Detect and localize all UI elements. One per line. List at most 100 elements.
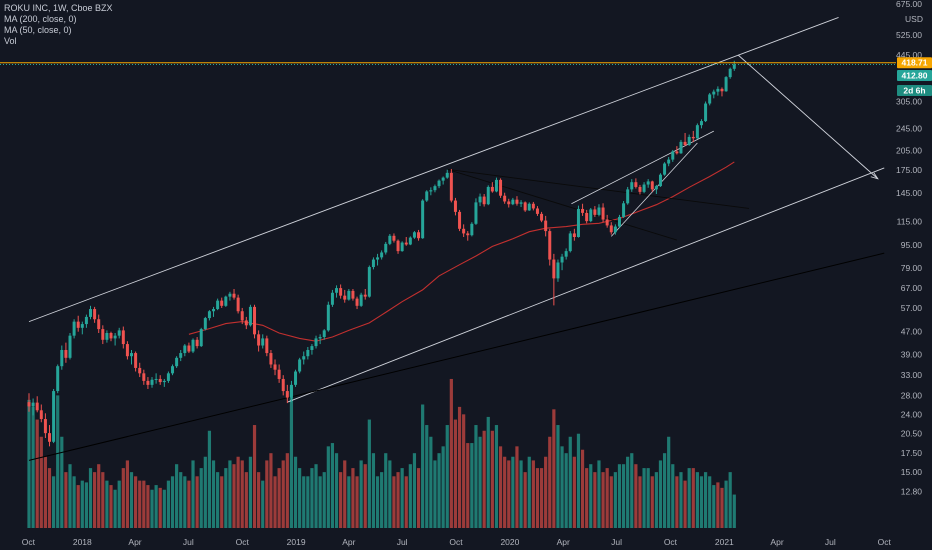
candle-body bbox=[380, 252, 384, 258]
volume-bar bbox=[634, 464, 638, 528]
candle-body bbox=[695, 125, 699, 139]
candle-body bbox=[48, 433, 52, 442]
candle bbox=[281, 375, 285, 396]
x-tick-label: Jul bbox=[397, 537, 408, 547]
x-tick-label: Oct bbox=[449, 537, 463, 547]
candle bbox=[646, 179, 650, 188]
volume-bar bbox=[343, 460, 347, 528]
candle-body bbox=[31, 402, 35, 407]
x-tick-label: Jul bbox=[825, 537, 836, 547]
legend-volume[interactable]: Vol bbox=[4, 36, 17, 46]
candle bbox=[597, 204, 601, 217]
volume-bar bbox=[162, 489, 166, 528]
candle bbox=[519, 200, 523, 208]
volume-bar bbox=[146, 485, 150, 528]
channel-upper bbox=[28, 17, 839, 323]
candle bbox=[400, 241, 404, 252]
candle bbox=[179, 349, 183, 362]
volume-bar bbox=[396, 472, 400, 528]
candle-body bbox=[466, 233, 470, 236]
candle-body bbox=[113, 335, 117, 339]
volume-bar bbox=[388, 460, 392, 528]
volume-bar bbox=[609, 476, 613, 528]
candle bbox=[146, 377, 150, 389]
candle bbox=[154, 373, 158, 384]
y-tick-label: 205.00 bbox=[896, 146, 922, 156]
x-tick-label: Apr bbox=[342, 537, 355, 547]
volume-bar bbox=[142, 480, 146, 528]
volume-bar bbox=[490, 430, 494, 528]
candle-body bbox=[121, 330, 125, 345]
candle bbox=[515, 196, 519, 206]
volume-bar bbox=[425, 425, 429, 528]
y-tick-label: 245.00 bbox=[896, 124, 922, 134]
candle-body bbox=[371, 259, 375, 268]
candle-body bbox=[89, 309, 93, 317]
candle-body bbox=[269, 353, 273, 365]
volume-bar bbox=[314, 464, 318, 528]
volume-bar bbox=[170, 476, 175, 528]
candle-body bbox=[244, 320, 248, 326]
volume-bar bbox=[252, 425, 257, 528]
candle-body bbox=[679, 141, 683, 154]
candle-body bbox=[421, 200, 425, 239]
x-tick-label: Oct bbox=[236, 537, 250, 547]
volume-bar bbox=[519, 460, 523, 528]
volume-bar bbox=[175, 464, 179, 528]
candle-body bbox=[441, 177, 445, 181]
candle-body bbox=[314, 338, 318, 347]
candle-body bbox=[605, 219, 609, 226]
candle bbox=[691, 130, 695, 143]
volume-bar bbox=[437, 453, 441, 528]
volume-bar bbox=[384, 453, 388, 528]
volume-bar bbox=[429, 436, 433, 528]
volume-bar bbox=[679, 472, 683, 528]
wedge-lower bbox=[610, 142, 698, 237]
candle bbox=[601, 203, 605, 223]
legend-symbol[interactable]: ROKU INC, 1W, Cboe BZX bbox=[4, 3, 113, 13]
candle bbox=[101, 325, 105, 345]
candle-body bbox=[462, 228, 466, 234]
candle bbox=[560, 253, 564, 271]
candle bbox=[441, 176, 445, 185]
candle-body bbox=[408, 237, 412, 245]
volume-bar bbox=[523, 472, 527, 528]
candle bbox=[494, 177, 498, 193]
candle-body bbox=[548, 231, 552, 260]
price-axis[interactable]: USD 675.00 525.00 445.00 305.00 245.00 205.00 1… bbox=[896, 0, 923, 497]
candle bbox=[617, 214, 621, 228]
volume-bar bbox=[207, 430, 212, 528]
candle bbox=[695, 123, 699, 139]
volume-bar bbox=[179, 472, 183, 528]
candle bbox=[585, 209, 589, 224]
trendline-drawings bbox=[28, 17, 885, 461]
candle bbox=[261, 334, 265, 349]
candle-body bbox=[171, 366, 175, 374]
legend-ma50[interactable]: MA (50, close, 0) bbox=[4, 25, 72, 35]
volume-bar bbox=[498, 446, 503, 528]
candle bbox=[306, 346, 310, 360]
candle bbox=[367, 265, 371, 298]
candle-body bbox=[84, 316, 88, 325]
candle bbox=[43, 413, 47, 438]
candle-body bbox=[687, 136, 691, 145]
candle-body bbox=[589, 209, 593, 222]
time-axis[interactable]: Oct 2018 Apr Jul Oct 2019 Apr Jul Oct 2020 Apr Jul O… bbox=[22, 537, 892, 547]
volume-bar bbox=[724, 480, 728, 528]
volume-bar bbox=[621, 464, 626, 528]
volume-bar bbox=[732, 494, 736, 528]
volume-bar bbox=[191, 460, 195, 528]
candle-body bbox=[535, 208, 539, 214]
y-tick-label: 95.00 bbox=[901, 240, 923, 250]
candle bbox=[593, 206, 597, 217]
legend-ma200[interactable]: MA (200, close, 0) bbox=[4, 14, 77, 24]
candle bbox=[523, 201, 527, 212]
y-tick-label: 24.00 bbox=[901, 409, 923, 419]
volume-bar bbox=[445, 425, 449, 528]
volume-bar bbox=[244, 472, 248, 528]
candle-body bbox=[437, 180, 441, 187]
candle bbox=[248, 304, 252, 327]
candle bbox=[527, 202, 531, 211]
candle-body bbox=[617, 216, 621, 227]
